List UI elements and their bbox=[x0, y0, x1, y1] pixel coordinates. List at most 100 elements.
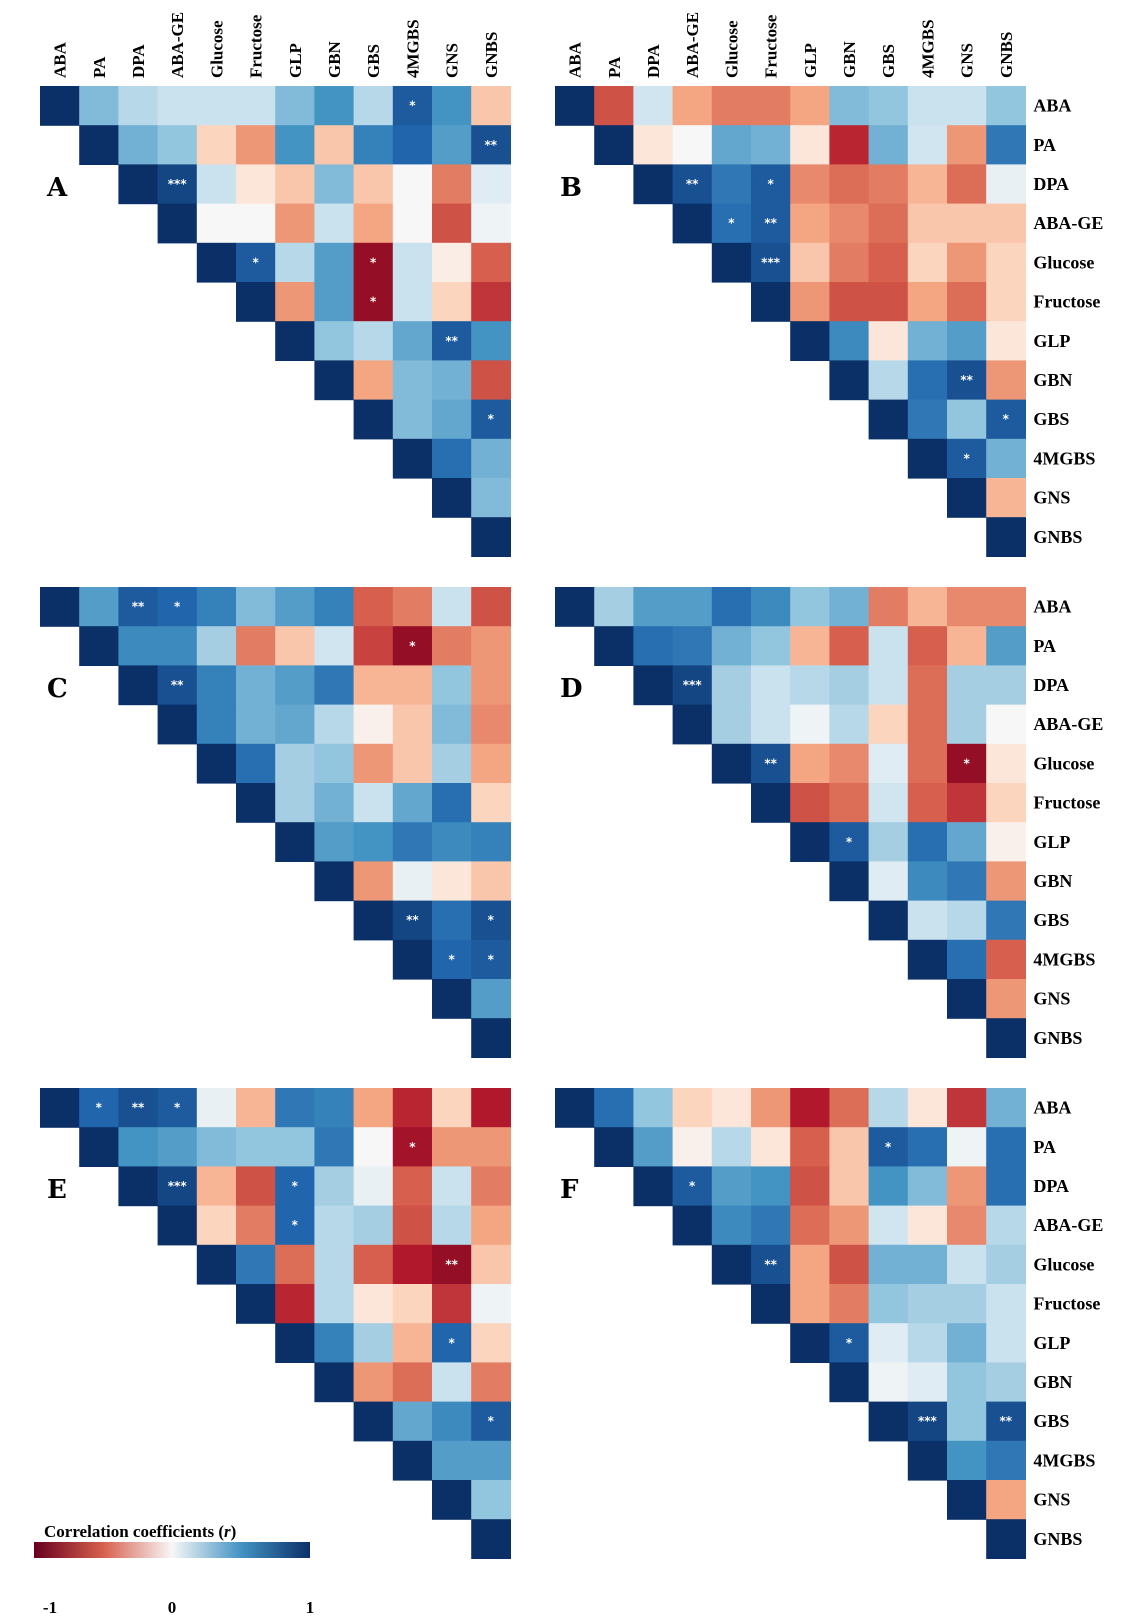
heatmap-cell bbox=[711, 665, 752, 706]
heatmap-cell bbox=[157, 626, 198, 666]
heatmap-cell bbox=[236, 125, 276, 165]
heatmap-cell bbox=[868, 587, 909, 627]
heatmap-cell bbox=[751, 704, 791, 745]
heatmap-cell bbox=[392, 587, 433, 627]
heatmap-cell bbox=[353, 1323, 394, 1363]
panel-C: C** ****** ** * bbox=[40, 587, 511, 1058]
heatmap-cell bbox=[751, 125, 791, 165]
heatmap-cell bbox=[907, 822, 948, 862]
heatmap-cell bbox=[314, 1323, 355, 1363]
heatmap-cell bbox=[868, 242, 909, 283]
heatmap-cell bbox=[118, 1127, 159, 1167]
heatmap-cell bbox=[868, 1284, 909, 1324]
significance-label: * bbox=[963, 756, 970, 770]
significance-label: * bbox=[728, 216, 735, 230]
heatmap-cell bbox=[986, 587, 1026, 627]
heatmap-cell bbox=[392, 939, 433, 980]
heatmap-cell bbox=[751, 665, 791, 706]
heatmap-cell bbox=[196, 665, 237, 706]
heatmap-cell bbox=[118, 626, 159, 666]
heatmap-cell bbox=[868, 399, 909, 440]
heatmap-cell bbox=[157, 704, 198, 745]
heatmap-cell bbox=[986, 1166, 1026, 1207]
heatmap-cell bbox=[907, 704, 948, 745]
heatmap-cell bbox=[392, 360, 433, 401]
heatmap-cell bbox=[471, 1018, 511, 1058]
heatmap-cell bbox=[907, 626, 948, 666]
panel-D: D ***** **ABAPADPAABA-GEGlucoseFructoseGLP… bbox=[555, 587, 1103, 1058]
heatmap-cell bbox=[868, 1362, 909, 1403]
heatmap-cell bbox=[236, 1088, 276, 1128]
heatmap-cell bbox=[471, 242, 511, 283]
heatmap-cell bbox=[40, 86, 80, 126]
heatmap-cell bbox=[633, 1166, 674, 1207]
legend-tick-max: 1 bbox=[306, 1598, 315, 1617]
heatmap-cell bbox=[275, 86, 315, 126]
heatmap-cell bbox=[947, 979, 987, 1019]
row-label: DPA bbox=[1033, 1176, 1069, 1196]
heatmap-cell bbox=[907, 1401, 948, 1442]
heatmap-cell bbox=[947, 438, 987, 479]
row-label: DPA bbox=[1033, 174, 1069, 194]
heatmap-cell bbox=[314, 822, 355, 862]
heatmap-cell bbox=[275, 203, 315, 244]
heatmap-cell bbox=[790, 1244, 830, 1285]
heatmap-cell bbox=[986, 282, 1026, 322]
heatmap-cell bbox=[432, 1244, 472, 1285]
heatmap-cell bbox=[392, 1088, 433, 1128]
heatmap-cell bbox=[751, 743, 791, 784]
heatmap-cell bbox=[986, 164, 1026, 205]
heatmap-cell bbox=[907, 164, 948, 205]
heatmap-cell bbox=[314, 242, 355, 283]
heatmap-cell bbox=[392, 900, 433, 941]
significance-label: ** bbox=[485, 138, 498, 152]
heatmap-cell bbox=[236, 1284, 276, 1324]
heatmap-cell bbox=[907, 587, 948, 627]
heatmap-cell bbox=[947, 822, 987, 862]
heatmap-cell bbox=[392, 399, 433, 440]
heatmap-cell bbox=[986, 242, 1026, 283]
heatmap-cell bbox=[947, 665, 987, 706]
heatmap-cell bbox=[471, 1480, 511, 1520]
heatmap-cell bbox=[751, 282, 791, 322]
heatmap-cell bbox=[986, 1205, 1026, 1246]
heatmap-cell bbox=[196, 626, 237, 666]
significance-label: *** bbox=[918, 1414, 938, 1428]
heatmap-cell bbox=[79, 86, 119, 126]
heatmap-cell bbox=[986, 626, 1026, 666]
heatmap-cell bbox=[672, 665, 713, 706]
heatmap-cell bbox=[947, 1362, 987, 1403]
heatmap-cell bbox=[432, 478, 472, 518]
heatmap-cell bbox=[947, 360, 987, 401]
heatmap-cell bbox=[471, 282, 511, 322]
heatmap-cell bbox=[711, 242, 752, 283]
panel-letter: F bbox=[560, 1175, 579, 1205]
significance-label: * bbox=[370, 295, 377, 309]
heatmap-cell bbox=[947, 939, 987, 980]
heatmap-cell bbox=[353, 242, 394, 283]
row-label: Glucose bbox=[1033, 753, 1094, 773]
heatmap-cell bbox=[353, 321, 394, 361]
heatmap-cell bbox=[986, 704, 1026, 745]
heatmap-cell bbox=[392, 1362, 433, 1403]
heatmap-cell bbox=[314, 86, 355, 126]
heatmap-cell bbox=[986, 125, 1026, 165]
heatmap-cell bbox=[907, 1284, 948, 1324]
row-label: GLP bbox=[1033, 832, 1070, 852]
heatmap-cell bbox=[79, 1088, 119, 1128]
heatmap-cell bbox=[790, 86, 830, 126]
row-label: Fructose bbox=[1033, 1294, 1100, 1314]
heatmap-cell bbox=[432, 1166, 472, 1207]
significance-label: * bbox=[885, 1140, 892, 1154]
heatmap-cell bbox=[790, 1166, 830, 1207]
heatmap-cell bbox=[672, 164, 713, 205]
heatmap-cell bbox=[986, 1284, 1026, 1324]
heatmap-cell bbox=[157, 1088, 198, 1128]
color-legend: Correlation coefficients (r) -1 0 1 bbox=[34, 1522, 314, 1617]
row-label: GNS bbox=[1033, 1490, 1070, 1510]
heatmap-cell bbox=[314, 587, 355, 627]
heatmap-cell bbox=[947, 1166, 987, 1207]
heatmap-cell bbox=[314, 743, 355, 784]
heatmap-cell bbox=[236, 1244, 276, 1285]
heatmap-cell bbox=[751, 1166, 791, 1207]
